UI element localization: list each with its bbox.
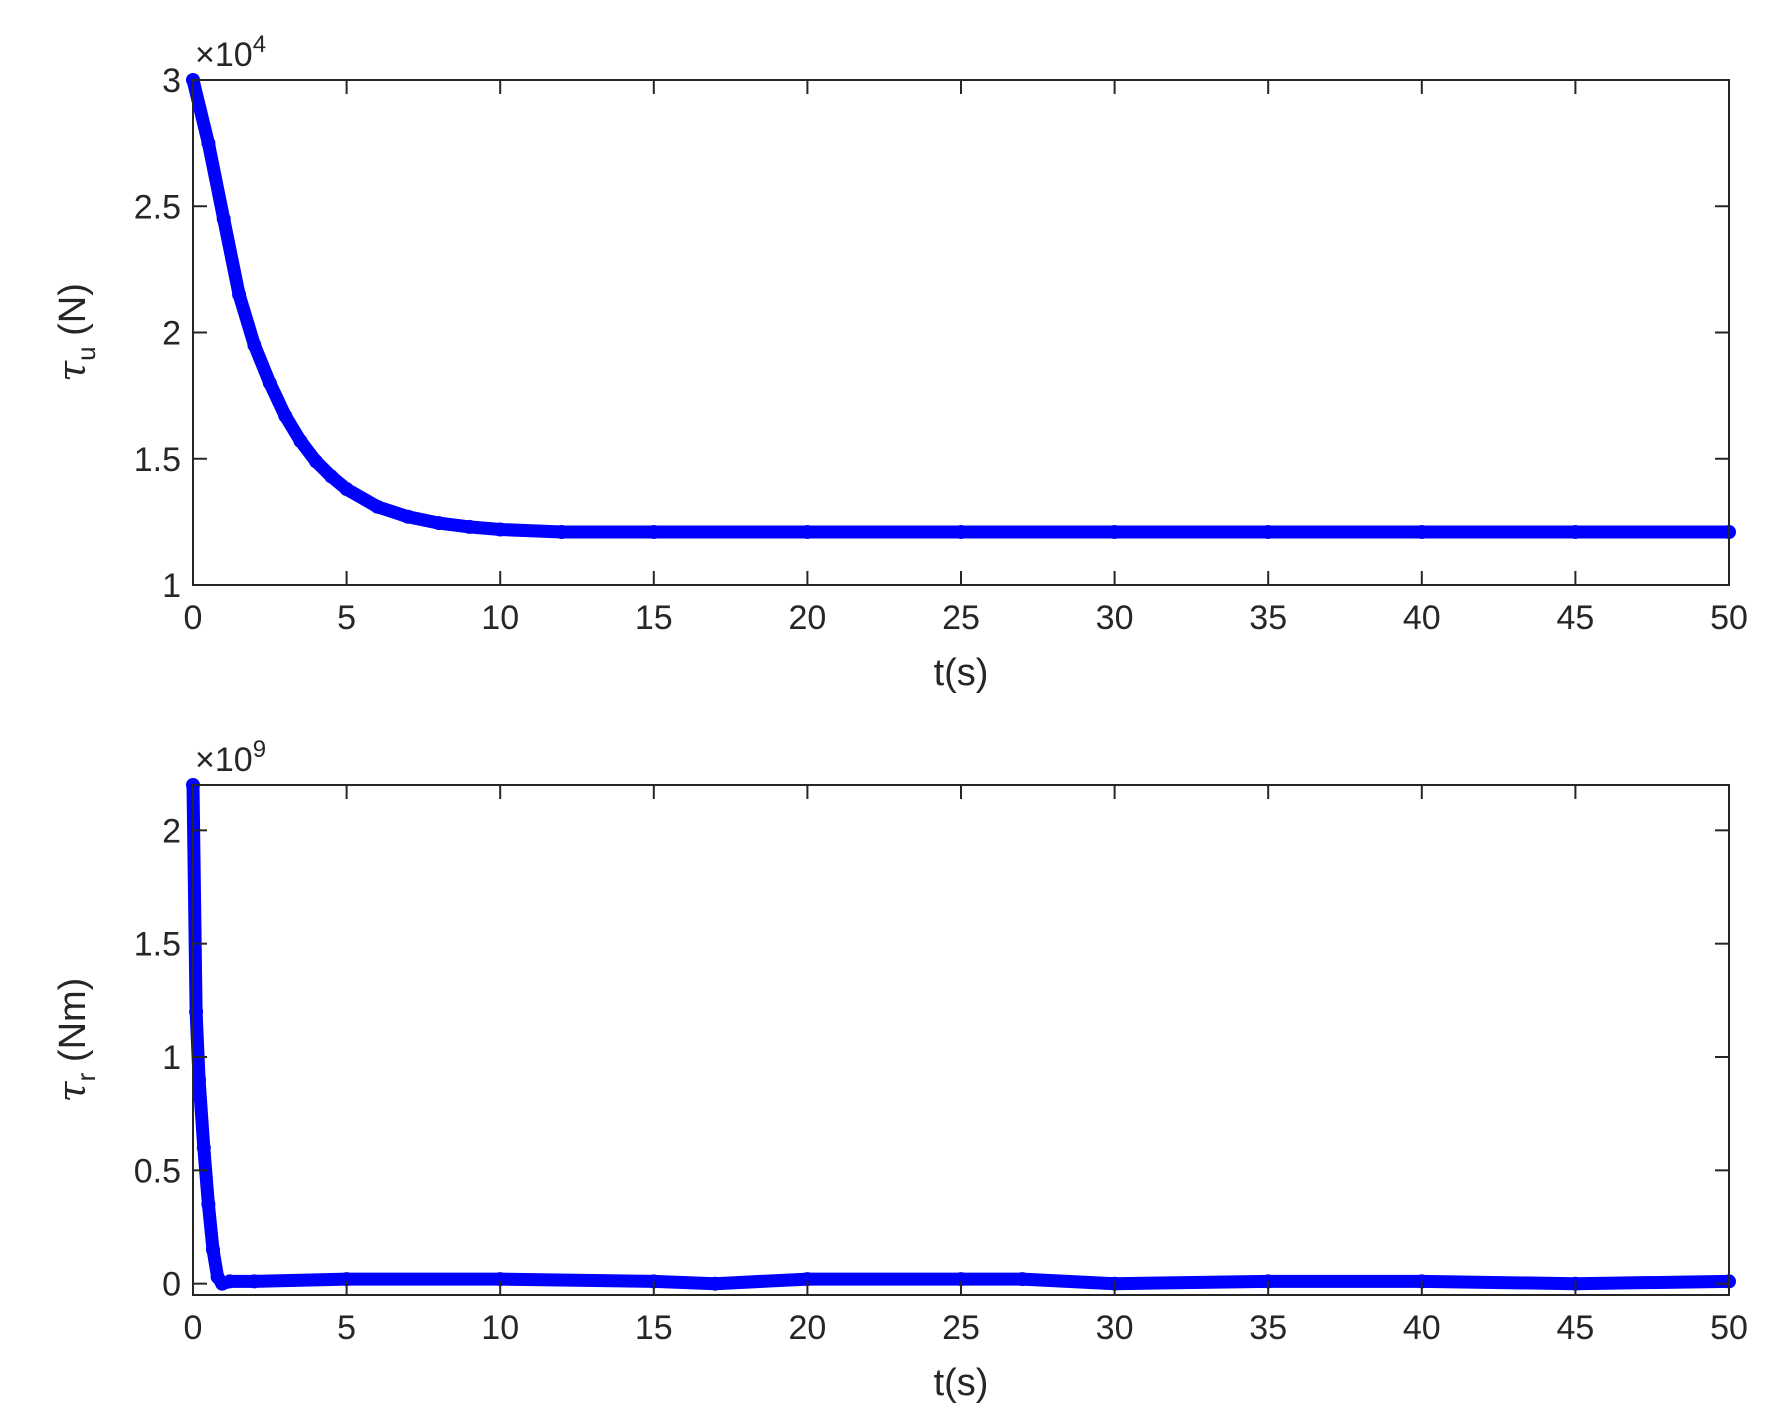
- data-point: [339, 1272, 354, 1287]
- x-tick-label: 35: [1249, 599, 1287, 637]
- y-tick-label: 1.5: [134, 926, 181, 964]
- x-tick-label: 40: [1403, 599, 1441, 637]
- data-point: [1261, 525, 1276, 539]
- x-tick-label: 45: [1556, 1309, 1594, 1347]
- tau-r-y-exponent: ×109: [195, 736, 266, 779]
- x-tick-label: 15: [635, 599, 673, 637]
- tau-r-y-axis-label: τr (Nm): [50, 978, 101, 1103]
- data-point: [708, 1276, 723, 1291]
- data-point: [800, 1272, 815, 1287]
- data-point: [954, 1272, 968, 1287]
- x-tick-label: 50: [1710, 1309, 1748, 1347]
- y-tick-label: 3: [162, 62, 181, 100]
- data-point: [196, 1140, 211, 1155]
- data-point: [800, 525, 815, 539]
- tau-u-y-ticks: 1 1.5 2 2.5 3: [134, 62, 1729, 605]
- y-tick-label: 0: [162, 1266, 181, 1304]
- data-point: [493, 522, 508, 537]
- data-point: [462, 519, 477, 534]
- data-point: [1107, 525, 1122, 539]
- y-tick-label: 1.5: [134, 441, 181, 479]
- y-tick-label: 2.5: [134, 188, 181, 226]
- data-point: [646, 525, 661, 539]
- x-tick-label: 10: [481, 1309, 519, 1347]
- data-point: [293, 434, 308, 449]
- data-point: [262, 376, 277, 390]
- x-tick-label: 15: [635, 1309, 673, 1347]
- tau-u-y-exponent: ×104: [195, 31, 266, 74]
- tau-r-x-axis-label: t(s): [934, 1362, 989, 1404]
- data-point: [308, 454, 323, 469]
- data-point: [370, 499, 385, 514]
- tau-u-x-axis-label: t(s): [934, 652, 989, 694]
- data-point: [954, 525, 968, 539]
- tau-r-x-ticks: 0 5 10 15 20 25 30 35 40 45 50: [184, 785, 1748, 1347]
- data-point: [1414, 525, 1429, 539]
- x-tick-label: 25: [942, 599, 980, 637]
- data-point: [278, 408, 293, 423]
- x-tick-label: 45: [1556, 599, 1594, 637]
- x-tick-label: 5: [337, 1309, 356, 1347]
- data-point: [189, 1004, 204, 1019]
- x-tick-label: 40: [1403, 1309, 1441, 1347]
- data-point: [232, 287, 247, 302]
- data-point: [222, 1274, 237, 1289]
- x-tick-label: 35: [1249, 1309, 1287, 1347]
- x-tick-label: 10: [481, 599, 519, 637]
- y-tick-label: 0.5: [134, 1152, 181, 1190]
- data-point: [201, 1197, 216, 1212]
- tau-r-panel: 0 5 10 15 20 25 30 35 40 45 50 0 0.5 1 1.5 2 ×109 t(s)…: [50, 736, 1748, 1404]
- tau-u-series-layer: [186, 73, 1736, 539]
- data-point: [493, 1272, 508, 1287]
- x-tick-label: 25: [942, 1309, 980, 1347]
- y-tick-label: 2: [162, 315, 181, 353]
- data-point: [192, 1072, 207, 1087]
- x-tick-label: 5: [337, 599, 356, 637]
- x-tick-label: 0: [184, 599, 203, 637]
- tau-r-y-ticks: 0 0.5 1 1.5 2: [134, 812, 1729, 1304]
- data-point: [247, 338, 262, 353]
- y-tick-label: 1: [162, 567, 181, 605]
- data-point: [206, 1242, 220, 1257]
- x-tick-label: 50: [1710, 599, 1748, 637]
- data-point: [216, 211, 231, 226]
- data-point: [1015, 1272, 1030, 1287]
- x-tick-label: 30: [1096, 1309, 1134, 1347]
- x-tick-label: 20: [788, 1309, 826, 1347]
- data-point: [401, 509, 415, 524]
- x-tick-label: 0: [184, 1309, 203, 1347]
- data-point: [324, 469, 339, 484]
- y-tick-label: 2: [162, 812, 181, 850]
- tau-u-panel: 0 5 10 15 20 25 30 35 40 45 50 1 1.5 2 2.5 3 ×104 t(s)…: [50, 31, 1748, 694]
- data-point: [339, 482, 354, 497]
- tau-u-y-axis-label: τu (N): [50, 283, 101, 382]
- data-point: [247, 1274, 262, 1289]
- tau-u-x-ticks: 0 5 10 15 20 25 30 35 40 45 50: [184, 80, 1748, 637]
- data-point: [201, 136, 216, 151]
- y-tick-label: 1: [162, 1039, 181, 1077]
- series-line-0: [186, 778, 1736, 1291]
- data-point: [431, 516, 446, 531]
- x-tick-label: 30: [1096, 599, 1134, 637]
- x-tick-label: 20: [788, 599, 826, 637]
- tau-r-series-layer: [186, 778, 1736, 1291]
- data-point: [554, 525, 569, 539]
- data-point: [1568, 525, 1583, 539]
